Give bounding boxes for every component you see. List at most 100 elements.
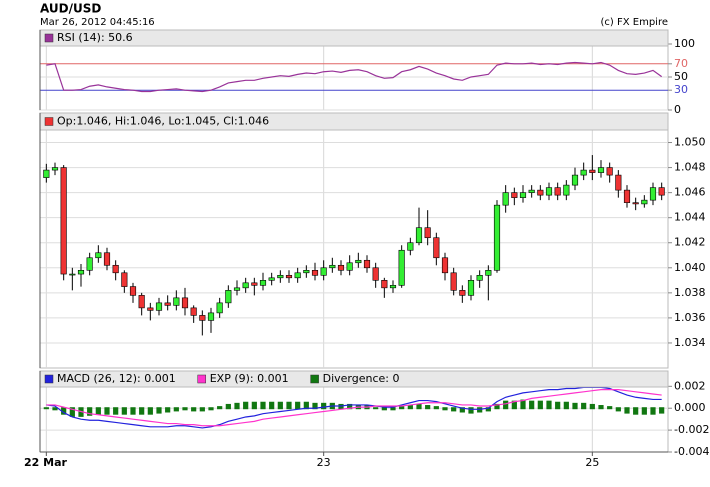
divergence-bar xyxy=(529,400,535,410)
candle-body xyxy=(112,264,119,274)
candle-body xyxy=(77,269,85,275)
candle-body xyxy=(476,275,483,281)
candle-body xyxy=(259,280,267,286)
candle-body xyxy=(459,290,466,296)
divergence-bar xyxy=(87,407,93,416)
candle-body xyxy=(268,277,275,281)
chart-title: AUD/USD xyxy=(40,2,101,16)
candle-body xyxy=(493,204,501,271)
y-tick-label: 1.046 xyxy=(674,186,706,199)
candle-body xyxy=(528,189,535,193)
candle-body xyxy=(485,269,492,276)
panel-header xyxy=(39,29,669,47)
candle-body xyxy=(129,286,137,296)
candle-body xyxy=(277,275,284,279)
divergence-bar xyxy=(199,407,205,412)
candle-body xyxy=(641,199,648,205)
divergence-bar xyxy=(321,402,327,410)
divergence-bar xyxy=(147,407,153,415)
legend-label: RSI (14): 50.6 xyxy=(57,31,133,44)
candle-body xyxy=(589,169,596,173)
candle-body xyxy=(251,282,258,286)
divergence-bar xyxy=(165,407,171,413)
divergence-bar xyxy=(607,406,613,410)
y-tick-label: 0 xyxy=(674,103,681,116)
divergence-bar xyxy=(555,401,561,410)
divergence-bar xyxy=(416,403,422,410)
candle-body xyxy=(225,290,232,304)
legend-label: EXP (9): 0.001 xyxy=(210,372,289,385)
divergence-bar xyxy=(624,407,630,414)
copyright: (c) FX Empire xyxy=(601,17,669,28)
candle-body xyxy=(554,187,561,196)
candle-body xyxy=(181,297,189,309)
candle-body xyxy=(441,257,449,274)
divergence-bar xyxy=(260,401,266,410)
y-tick-label: -0.004 xyxy=(674,445,709,458)
divergence-bar xyxy=(52,407,58,411)
candle-body xyxy=(173,297,180,306)
y-tick-label: 1.048 xyxy=(674,161,706,174)
divergence-bar xyxy=(69,407,75,417)
divergence-bar xyxy=(485,407,491,412)
candle-body xyxy=(311,269,319,276)
y-tick-label: 100 xyxy=(674,37,695,50)
divergence-bar xyxy=(208,407,214,411)
candle-body xyxy=(597,167,605,173)
candle-body xyxy=(511,192,518,198)
candle-body xyxy=(207,312,215,321)
divergence-bar xyxy=(511,400,517,410)
divergence-bar xyxy=(191,407,197,412)
candle-body xyxy=(571,174,579,186)
divergence-bar xyxy=(494,403,500,410)
candle-body xyxy=(216,302,223,314)
divergence-bar xyxy=(312,402,318,410)
divergence-bar xyxy=(468,407,474,414)
y-tick-label: 1.050 xyxy=(674,136,706,149)
candle-body xyxy=(363,259,371,269)
divergence-bar xyxy=(347,403,353,410)
candle-body xyxy=(355,259,362,264)
divergence-bar xyxy=(217,406,223,410)
candle-body xyxy=(381,280,388,289)
candle-body xyxy=(199,315,206,321)
macd-line xyxy=(46,386,662,429)
candle-body xyxy=(606,167,613,176)
candle-body xyxy=(242,282,249,289)
divergence-bar xyxy=(459,407,465,413)
divergence-bar xyxy=(563,401,569,410)
candle-body xyxy=(424,227,431,239)
legend-label: Divergence: 0 xyxy=(323,372,400,385)
divergence-bar xyxy=(61,407,67,415)
divergence-bar xyxy=(598,405,604,410)
candle-body xyxy=(632,202,639,205)
candle-body xyxy=(563,184,570,196)
divergence-bar xyxy=(373,407,379,410)
divergence-bar xyxy=(225,403,231,410)
candle-body xyxy=(51,167,59,171)
divergence-bar xyxy=(650,407,656,415)
candle-body xyxy=(294,272,301,279)
divergence-bar xyxy=(451,407,457,412)
divergence-bar xyxy=(104,407,110,415)
divergence-bar xyxy=(130,407,136,415)
divergence-bar xyxy=(581,402,587,410)
divergence-bar xyxy=(303,401,309,410)
candle-body xyxy=(164,302,171,306)
x-tick-label: 25 xyxy=(585,456,599,469)
candle-body xyxy=(233,287,241,291)
candle-body xyxy=(190,307,197,316)
divergence-bar xyxy=(95,407,101,415)
legend-swatch xyxy=(310,374,319,384)
legend-label: MACD (26, 12): 0.001 xyxy=(57,372,176,385)
y-tick-label: 30 xyxy=(674,83,688,96)
candle-body xyxy=(372,267,379,281)
divergence-bar xyxy=(433,406,439,410)
candle-body xyxy=(415,227,423,244)
candle-body xyxy=(537,189,544,196)
candle-body xyxy=(337,264,345,271)
divergence-bar xyxy=(407,405,413,410)
divergence-bar xyxy=(156,407,162,414)
legend-swatch xyxy=(197,374,206,384)
candle-body xyxy=(346,262,353,271)
